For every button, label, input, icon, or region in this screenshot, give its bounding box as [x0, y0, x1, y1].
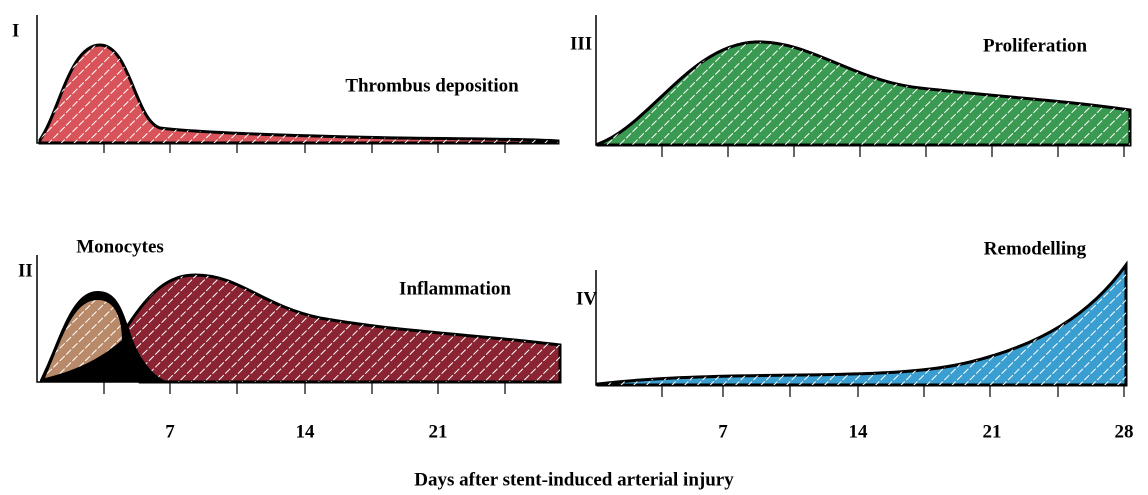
panel-ii: II Monocytes Inflammation 7 14 21	[18, 236, 562, 442]
tick-label: 14	[296, 421, 316, 442]
ticks	[661, 145, 1125, 157]
tick-label: 28	[1115, 421, 1134, 442]
hatch	[598, 41, 1130, 146]
curve-label: Inflammation	[399, 278, 511, 299]
tick-label: 7	[718, 421, 728, 442]
ticks	[661, 385, 1125, 397]
curve-label: Remodelling	[984, 238, 1087, 259]
panel-label: IV	[576, 288, 597, 309]
tick-label: 21	[983, 421, 1002, 442]
panel-iv: IV Remodelling 7 14 21 28	[576, 238, 1134, 442]
panel-label: I	[12, 20, 19, 41]
curve-label: Proliferation	[983, 35, 1088, 56]
hatch	[125, 275, 560, 382]
hatch	[598, 265, 1126, 385]
panel-iii: III Proliferation	[570, 15, 1132, 157]
panel-i: I Thrombus deposition	[12, 15, 560, 153]
curve-label: Monocytes	[76, 236, 164, 257]
hatch	[40, 45, 558, 143]
panel-label: III	[570, 33, 592, 54]
ticks	[103, 143, 506, 153]
ticks	[103, 382, 506, 394]
tick-label: 21	[429, 421, 448, 442]
panel-label: II	[18, 260, 33, 281]
tick-label: 14	[849, 421, 869, 442]
curve-label: Thrombus deposition	[345, 75, 519, 96]
x-axis-title: Days after stent-induced arterial injury	[414, 469, 734, 490]
tick-label: 7	[165, 421, 175, 442]
hatch	[45, 300, 122, 378]
